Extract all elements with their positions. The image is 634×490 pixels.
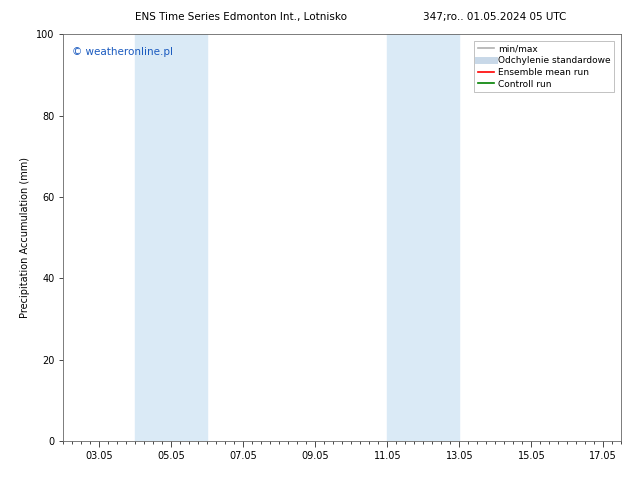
Text: ENS Time Series Edmonton Int., Lotnisko: ENS Time Series Edmonton Int., Lotnisko [135,12,347,22]
Bar [387,34,460,441]
Legend: min/max, Odchylenie standardowe, Ensemble mean run, Controll run: min/max, Odchylenie standardowe, Ensembl… [474,41,614,92]
Y-axis label: Precipitation Accumulation (mm): Precipitation Accumulation (mm) [20,157,30,318]
Text: © weatheronline.pl: © weatheronline.pl [72,47,173,56]
Text: 347;ro.. 01.05.2024 05 UTC: 347;ro.. 01.05.2024 05 UTC [423,12,566,22]
Bar [136,34,207,441]
